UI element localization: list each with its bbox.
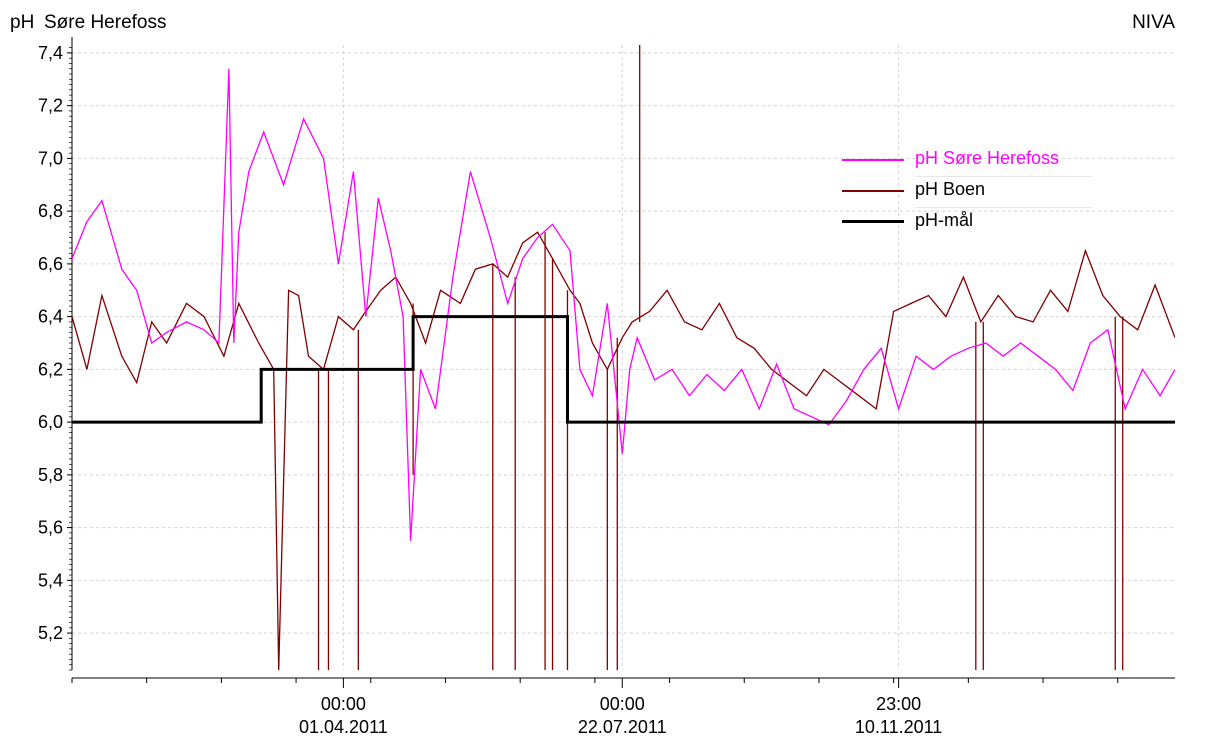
legend-swatch-boen <box>842 190 904 192</box>
chart-title: Søre Herefoss <box>44 12 167 33</box>
y-tick-label: 7,4 <box>38 43 63 63</box>
legend-swatch-maal <box>842 220 904 223</box>
y-tick-label: 5,2 <box>38 623 63 643</box>
y-tick-label: 6,0 <box>38 412 63 432</box>
y-tick-label: 6,2 <box>38 359 63 379</box>
y-tick-label: 5,6 <box>38 518 63 538</box>
x-tick-time-label: 00:00 <box>321 694 366 714</box>
legend-label-boen: pH Boen <box>915 179 986 199</box>
y-tick-label: 5,4 <box>38 570 63 590</box>
y-tick-label: 7,0 <box>38 148 63 168</box>
chart-legend: pH Søre Herefoss pH Boen pH-mål <box>838 146 1092 239</box>
x-tick-date-label: 01.04.2011 <box>299 717 388 737</box>
legend-label-sore: pH Søre Herefoss <box>915 148 1060 168</box>
y-tick-label: 7,2 <box>38 96 63 116</box>
x-tick-time-label: 23:00 <box>876 694 921 714</box>
x-tick-date-label: 10.11.2011 <box>855 717 942 737</box>
y-axis-unit-label: pH <box>10 12 35 33</box>
y-tick-label: 6,6 <box>38 254 63 274</box>
y-tick-label: 5,8 <box>38 465 63 485</box>
series-line-sore <box>72 68 1175 541</box>
y-tick-label: 6,8 <box>38 201 63 221</box>
source-label: NIVA <box>1132 12 1175 33</box>
legend-item-maal: pH-mål <box>838 208 1092 239</box>
series-line-boen <box>72 231 1175 670</box>
x-tick-date-label: 22.07.2011 <box>578 717 667 737</box>
y-tick-label: 6,4 <box>38 307 63 327</box>
legend-label-maal: pH-mål <box>915 210 974 230</box>
legend-item-boen: pH Boen <box>838 177 1092 208</box>
series-line-maal <box>72 315 1175 424</box>
legend-item-sore: pH Søre Herefoss <box>838 146 1092 177</box>
legend-swatch-sore <box>842 159 904 161</box>
x-tick-time-label: 00:00 <box>600 694 645 714</box>
